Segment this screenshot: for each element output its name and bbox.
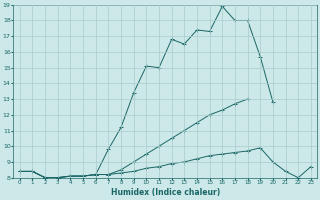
X-axis label: Humidex (Indice chaleur): Humidex (Indice chaleur) xyxy=(111,188,220,197)
